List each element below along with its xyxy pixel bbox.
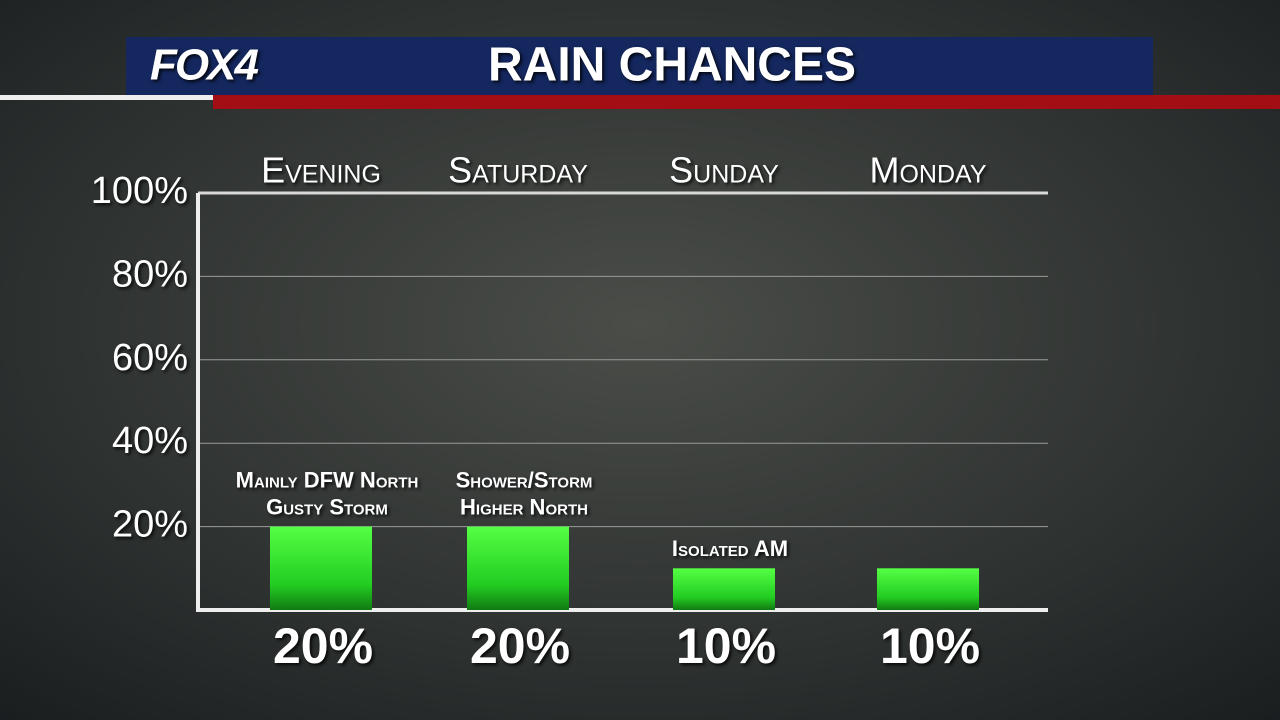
value-label: 10% — [676, 618, 776, 674]
y-tick-label: 20% — [112, 504, 188, 546]
bar — [270, 526, 372, 610]
y-tick-label: 60% — [112, 337, 188, 379]
value-label: 20% — [470, 618, 570, 674]
y-tick-label: 100% — [91, 170, 188, 212]
annotation: Shower/Storm — [456, 467, 593, 492]
annotation: Isolated AM — [672, 536, 788, 561]
chart-title: RAIN CHANCES — [488, 39, 856, 92]
annotation: Mainly DFW North — [236, 467, 419, 492]
bar — [467, 526, 569, 610]
x-tick-label: Sunday — [669, 150, 779, 191]
y-tick-label: 80% — [112, 253, 188, 295]
value-label: 20% — [273, 618, 373, 674]
white-stripe — [0, 95, 213, 100]
logo: FOX4 — [150, 41, 258, 90]
title-banner — [126, 37, 1153, 95]
x-tick-label: Evening — [261, 150, 381, 191]
x-tick-label: Monday — [869, 150, 986, 191]
y-tick-label: 40% — [112, 420, 188, 462]
value-label: 10% — [880, 618, 980, 674]
annotation: Higher North — [460, 494, 588, 519]
x-tick-label: Saturday — [448, 150, 588, 191]
bar — [877, 568, 979, 610]
bar — [673, 568, 775, 610]
red-stripe — [213, 95, 1280, 109]
annotation: Gusty Storm — [266, 494, 388, 519]
